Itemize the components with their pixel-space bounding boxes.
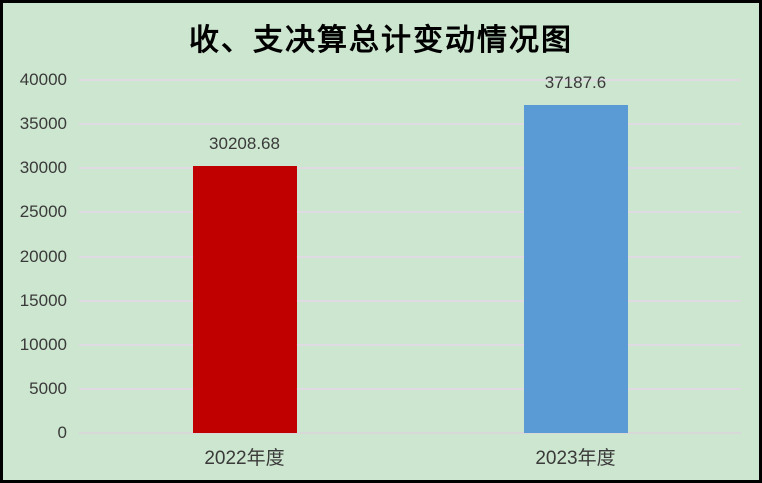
x-axis-label: 2023年度 [535,448,616,469]
gridline [79,255,741,258]
gridline [79,211,741,214]
y-axis-tick-label: 30000 [19,158,67,178]
gridline [79,79,741,81]
bar-2022年度 [192,166,297,433]
gridline [79,123,741,126]
x-axis-line [79,432,741,434]
y-axis-tick-label: 35000 [19,114,67,134]
bar-2023年度 [523,104,628,433]
gridline [79,387,741,390]
bar-value-label: 37187.6 [544,72,607,92]
plot-area [79,79,741,434]
y-axis-tick-label: 20000 [19,246,67,266]
gridline [79,299,741,302]
y-axis-tick-label: 25000 [19,202,67,222]
chart-title: 收、支决算总计变动情况图 [189,24,573,57]
y-axis-tick-label: 10000 [19,334,67,354]
bar-value-label: 30208.68 [209,134,280,154]
y-axis-tick-label: 0 [57,423,67,442]
x-axis-label: 2022年度 [204,448,285,469]
y-axis-tick-label: 40000 [19,70,67,89]
y-axis-tick-label: 5000 [29,378,67,398]
y-axis-tick-label: 15000 [19,290,67,310]
gridline [79,167,741,170]
gridline [79,343,741,346]
